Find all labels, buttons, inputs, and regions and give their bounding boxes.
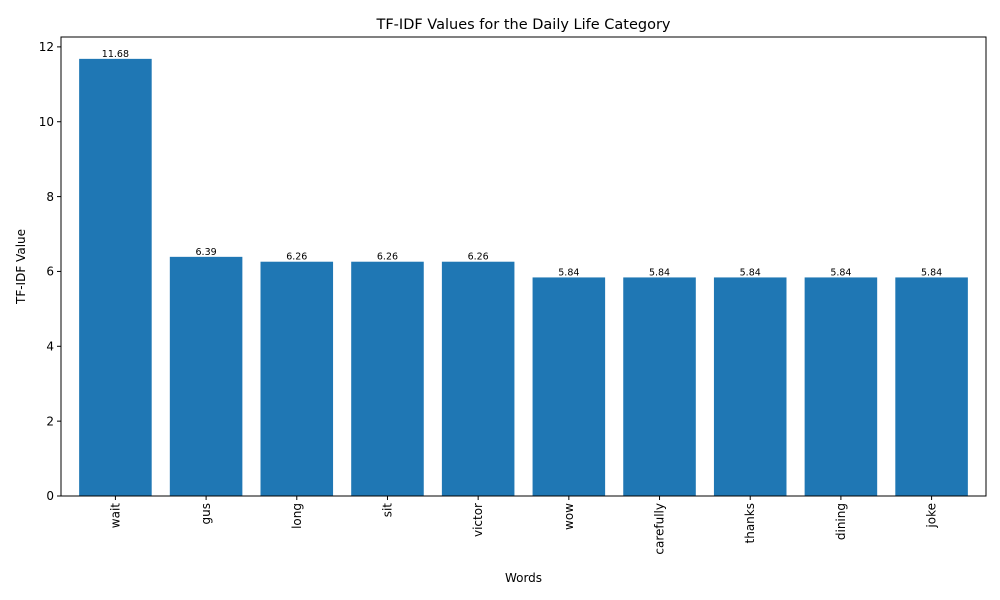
x-tick-label: wait [108, 503, 122, 529]
bar-value-label: 6.26 [377, 252, 398, 263]
bar-sit [351, 261, 424, 496]
bar-value-label: 6.39 [196, 247, 217, 258]
bar-long [260, 261, 334, 496]
x-tick-label: long [290, 503, 304, 529]
y-tick-label: 0 [46, 489, 54, 503]
y-axis-title: TF-IDF Value [14, 229, 28, 305]
x-tick-label: gus [199, 503, 213, 524]
x-tick-label: joke [925, 503, 939, 529]
bar-value-label: 11.68 [102, 49, 129, 60]
bar-value-label: 6.26 [286, 252, 307, 263]
y-tick-label: 8 [46, 190, 54, 204]
x-tick-label: victor [471, 503, 485, 537]
bar-labels-group: 11.68 6.39 6.26 6.26 6.26 5.84 5.84 5.84 5.84 5.8… [102, 49, 942, 279]
bar-value-label: 6.26 [468, 252, 489, 263]
bar-gus [169, 256, 243, 496]
bar-value-label: 5.84 [830, 267, 851, 278]
bar-wait [79, 58, 152, 497]
y-tick-label: 10 [39, 115, 54, 129]
bar-wow [532, 277, 606, 496]
bar-dining [804, 277, 878, 496]
x-tick-label: wow [562, 503, 576, 530]
bar-victor [441, 261, 515, 496]
plot-frame [60, 36, 987, 497]
bar-value-label: 5.84 [649, 267, 670, 278]
y-axis: 0 2 4 6 8 10 12 [39, 40, 61, 503]
bar-value-label: 5.84 [921, 267, 942, 278]
bar-value-label: 5.84 [558, 267, 579, 278]
y-tick-label: 6 [46, 265, 54, 279]
y-tick-label: 12 [39, 40, 54, 54]
bar-value-label: 5.84 [740, 267, 761, 278]
bar-thanks [713, 277, 787, 496]
x-axis: wait gus long sit victor wow carefully thanks di… [108, 496, 939, 555]
bars-group [79, 58, 968, 497]
x-tick-label: thanks [743, 503, 757, 543]
x-tick-label: carefully [653, 503, 667, 555]
bar-joke [895, 277, 968, 496]
y-tick-label: 2 [46, 414, 54, 428]
x-axis-title: Words [505, 571, 542, 585]
y-tick-label: 4 [46, 339, 54, 353]
x-tick-label: sit [380, 503, 394, 518]
bar-carefully [623, 277, 696, 496]
x-tick-label: dining [834, 503, 848, 540]
chart-title: TF-IDF Values for the Daily Life Categor… [375, 17, 670, 33]
